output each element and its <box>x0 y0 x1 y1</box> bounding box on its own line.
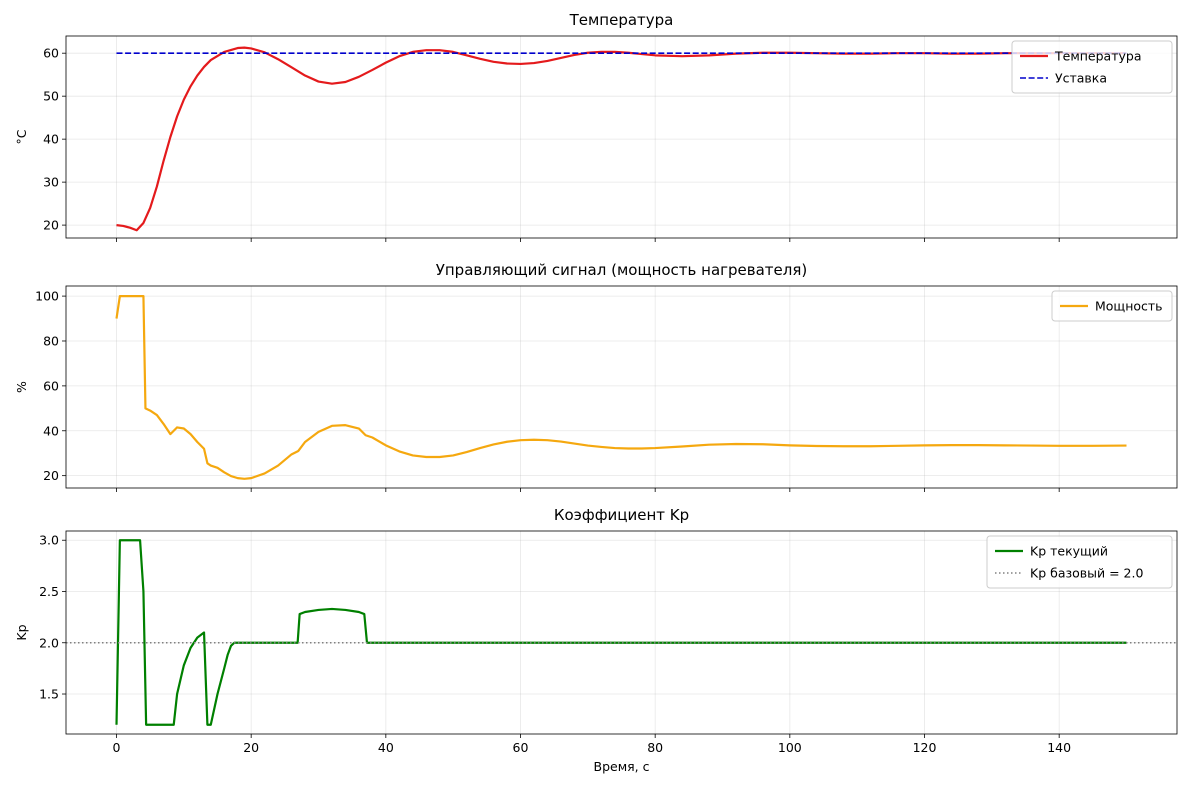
axes-frame <box>65 530 1178 735</box>
y-tick-label: 80 <box>43 333 59 348</box>
y-axis-label: Kp <box>14 624 29 640</box>
y-tick-label: 30 <box>43 175 59 190</box>
legend-label: Мощность <box>1095 299 1163 314</box>
y-axis-label: °C <box>14 129 29 144</box>
legend-label: Температура <box>1054 49 1142 64</box>
x-tick-label: 80 <box>647 740 663 755</box>
legend: Температура Уставка <box>1011 40 1173 94</box>
y-axis-label: % <box>14 381 29 393</box>
series-line-1-0 <box>115 295 1127 480</box>
y-tick-label: 3.0 <box>39 533 59 548</box>
series-line-0-0 <box>116 46 1127 232</box>
y-tick-label: 20 <box>43 218 59 233</box>
x-axis-label: Время, с <box>594 759 650 774</box>
legend-box <box>1011 40 1173 94</box>
legend: Мощность <box>1051 290 1173 322</box>
x-tick-label: 20 <box>243 740 259 755</box>
legend: Kp текущий Kp базовый = 2.0 <box>986 535 1173 589</box>
y-tick-label: 60 <box>43 378 59 393</box>
y-tick-label: 40 <box>43 423 59 438</box>
panel-2: 0 20 40 60 80 100 120 140 1.5 2.0 2.5 3.0 Коэффициен… <box>14 506 1178 774</box>
chart-title: Температура <box>569 11 674 29</box>
series-line-2-0 <box>115 539 1127 726</box>
legend-label: Kp базовый = 2.0 <box>1030 566 1143 581</box>
x-tick-label: 60 <box>513 740 529 755</box>
x-tick-label: 40 <box>378 740 394 755</box>
y-tick-label: 50 <box>43 89 59 104</box>
x-tick-label: 100 <box>778 740 802 755</box>
x-tick-label: 120 <box>913 740 937 755</box>
legend-box <box>1051 290 1173 322</box>
x-tick-label: 140 <box>1047 740 1071 755</box>
y-tick-label: 100 <box>35 289 59 304</box>
panel-0: 20 30 40 50 60 Температура °C Температура Уставк… <box>14 11 1178 242</box>
y-tick-label: 2.5 <box>39 584 59 599</box>
chart-title: Коэффициент Kp <box>554 506 689 524</box>
y-tick-label: 40 <box>43 132 59 147</box>
panel-1: 20 40 60 80 100 Управляющий сигнал (мощность … <box>14 261 1178 492</box>
y-tick-label: 2.0 <box>39 635 59 650</box>
axes-frame <box>65 285 1178 489</box>
legend-box <box>986 535 1173 589</box>
chart-title: Управляющий сигнал (мощность нагревателя… <box>436 261 808 279</box>
y-tick-label: 20 <box>43 468 59 483</box>
legend-label: Уставка <box>1055 71 1107 86</box>
axes-frame <box>65 35 1178 239</box>
y-tick-label: 60 <box>43 46 59 61</box>
x-tick-label: 0 <box>113 740 121 755</box>
legend-label: Kp текущий <box>1030 544 1108 559</box>
y-tick-label: 1.5 <box>39 687 59 702</box>
